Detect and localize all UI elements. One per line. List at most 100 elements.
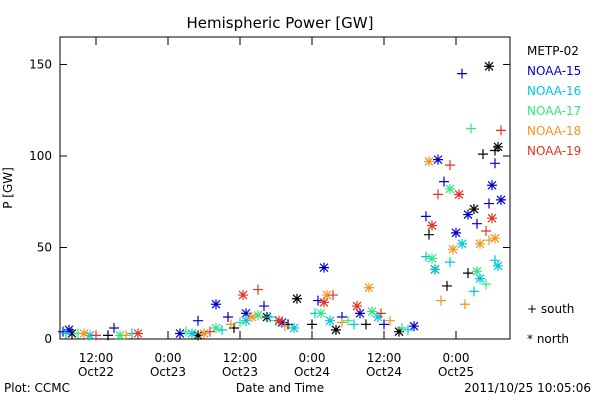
legend: METP-02 NOAA-15 NOAA-16 NOAA-17 NOAA-18 NOAA-… [527, 44, 581, 158]
data-point [496, 194, 506, 205]
x-tick-label-date: Oct23 [150, 365, 186, 379]
data-point [463, 209, 473, 220]
legend-entry: NOAA-17 [527, 104, 581, 118]
x-tick-label-time: 0:00 [155, 351, 182, 365]
chart-title: Hemispheric Power [GW] [187, 14, 374, 32]
data-point [115, 330, 125, 341]
y-tick-label: 100 [29, 149, 52, 163]
data-point [424, 229, 434, 240]
x-axis-label: Date and Time [236, 381, 324, 395]
marker-legend-entry: * north [527, 332, 569, 346]
y-axis-label: P [GW] [1, 167, 15, 209]
data-point [487, 213, 497, 224]
data-point [373, 312, 383, 323]
data-point [193, 330, 203, 341]
data-point [211, 323, 221, 334]
data-point [484, 61, 494, 72]
data-point [181, 326, 191, 337]
data-point [424, 156, 434, 167]
data-point [247, 312, 257, 323]
data-point [79, 328, 89, 339]
marker-legend: + south * north [527, 302, 574, 346]
data-point [193, 315, 203, 326]
x-tick-label-date: Oct22 [78, 365, 114, 379]
data-point [487, 180, 497, 191]
data-point [322, 290, 332, 301]
data-point [205, 326, 215, 337]
data-point [253, 284, 263, 295]
data-point [337, 317, 347, 328]
x-tick-label-time: 0:00 [299, 351, 326, 365]
data-point [409, 321, 419, 332]
data-point [466, 123, 476, 134]
data-point [403, 324, 413, 335]
marker-legend-entry: + south [527, 302, 574, 316]
data-point [187, 328, 197, 339]
legend-entry: METP-02 [527, 44, 579, 58]
data-point [397, 323, 407, 334]
data-point [379, 319, 389, 330]
data-point [433, 189, 443, 200]
data-point [430, 264, 440, 275]
data-point [199, 328, 209, 339]
y-tick-label: 150 [29, 57, 52, 71]
data-point [61, 328, 71, 339]
data-point [238, 290, 248, 301]
data-point [85, 330, 95, 341]
data-point [319, 297, 329, 308]
data-point [292, 293, 302, 304]
data-point [484, 198, 494, 209]
data-point [454, 189, 464, 200]
legend-entry: NOAA-15 [527, 64, 581, 78]
data-point [427, 253, 437, 264]
data-point [364, 282, 374, 293]
data-point [496, 125, 506, 136]
data-point [481, 226, 491, 237]
data-point [481, 279, 491, 290]
data-point [253, 310, 263, 321]
data-point [211, 299, 221, 310]
data-point [427, 220, 437, 231]
data-point [463, 268, 473, 279]
data-point [352, 301, 362, 312]
data-point [280, 321, 290, 332]
x-tick-label-time: 12:00 [367, 351, 402, 365]
data-point [475, 273, 485, 284]
x-tick-label-date: Oct25 [438, 365, 474, 379]
plot-frame [59, 36, 511, 340]
data-point [355, 308, 365, 319]
x-tick-label-time: 0:00 [443, 351, 470, 365]
data-point [394, 326, 404, 337]
data-point [103, 330, 113, 341]
data-point [385, 315, 395, 326]
data-point [349, 319, 359, 330]
data-point [475, 238, 485, 249]
data-point [361, 319, 371, 330]
legend-entry: NOAA-19 [527, 144, 581, 158]
data-point [448, 244, 458, 255]
data-points [58, 61, 506, 341]
data-point [319, 262, 329, 273]
data-point [367, 306, 377, 317]
data-point [343, 315, 353, 326]
data-point [133, 328, 143, 339]
data-point [91, 330, 101, 341]
x-tick-label-date: Oct24 [294, 365, 330, 379]
data-point [457, 238, 467, 249]
data-point [442, 280, 452, 291]
data-point [457, 68, 467, 79]
data-point [469, 204, 479, 215]
x-tick-label-time: 12:00 [79, 351, 114, 365]
data-point [490, 158, 500, 169]
footer-timestamp: 2011/10/25 10:05:06 [464, 381, 591, 395]
y-tick-label: 0 [44, 332, 52, 346]
data-point [436, 295, 446, 306]
data-point [445, 257, 455, 268]
y-axis: 0 50 100 150 [29, 57, 510, 346]
data-point [472, 218, 482, 229]
data-point [274, 315, 284, 326]
data-point [493, 141, 503, 152]
data-point [472, 266, 482, 277]
x-tick-label-date: Oct23 [222, 365, 258, 379]
